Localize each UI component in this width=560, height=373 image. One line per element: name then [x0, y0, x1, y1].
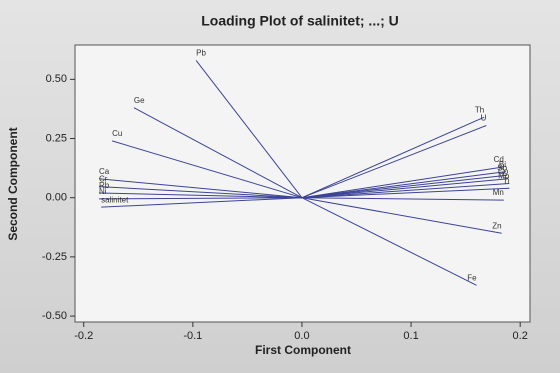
loading-line: [301, 178, 509, 199]
point-label: U: [481, 114, 487, 123]
loading-line: [98, 192, 302, 199]
x-axis-label: First Component: [255, 343, 351, 357]
x-tick-label: 0.1: [403, 330, 418, 342]
x-tick-label: 0.2: [513, 330, 528, 342]
point-label: Pb: [196, 48, 206, 57]
loading-line: [301, 183, 510, 199]
point-label: Ca: [99, 167, 110, 176]
point-label: Sb: [497, 163, 507, 172]
loading-line: [301, 166, 504, 199]
point-label: Co: [498, 167, 509, 176]
loading-line: [98, 186, 302, 199]
loading-line: [99, 197, 302, 200]
loading-line: [301, 116, 485, 199]
loading-line: [301, 125, 487, 199]
loading-line: [101, 197, 302, 208]
y-tick-label: 0.50: [46, 73, 67, 85]
x-tick-label: -0.2: [74, 330, 93, 342]
loading-line: [301, 197, 477, 286]
point-label: Rb: [99, 181, 110, 190]
point-label: Cd: [494, 155, 504, 164]
point-label: Fe: [467, 273, 477, 282]
point-label: Bi: [499, 160, 506, 169]
y-tick-label: 0.25: [46, 132, 67, 144]
loading-line: [301, 187, 510, 199]
chart-title: Loading Plot of salinitet; ...; U: [201, 13, 399, 29]
point-label: Cu: [112, 129, 122, 138]
y-tick-label: 0.00: [46, 192, 67, 204]
loading-line: [111, 140, 303, 199]
point-label: Ti: [503, 176, 510, 185]
loading-line: [133, 107, 303, 199]
y-axis-label: Second Component: [6, 127, 20, 240]
x-tick-label: 0.0: [294, 330, 309, 342]
loading-line: [301, 197, 504, 201]
point-label: Mn: [493, 188, 504, 197]
point-label: Th: [475, 105, 484, 114]
point-label: salinitet: [101, 195, 129, 204]
loading-line: [301, 197, 502, 234]
point-label: Ge: [134, 96, 145, 105]
point-label: Zn: [492, 221, 501, 230]
y-tick-label: -0.25: [42, 251, 67, 263]
point-label: Cr: [99, 175, 108, 184]
x-tick-label: -0.1: [183, 330, 202, 342]
point-label: Ni: [99, 187, 107, 196]
point-label: Mo: [498, 172, 510, 181]
loading-line: [301, 174, 508, 199]
loading-line: [301, 171, 507, 199]
loading-line: [98, 178, 303, 199]
y-tick-label: -0.50: [42, 310, 67, 322]
loading-line: [195, 60, 303, 199]
